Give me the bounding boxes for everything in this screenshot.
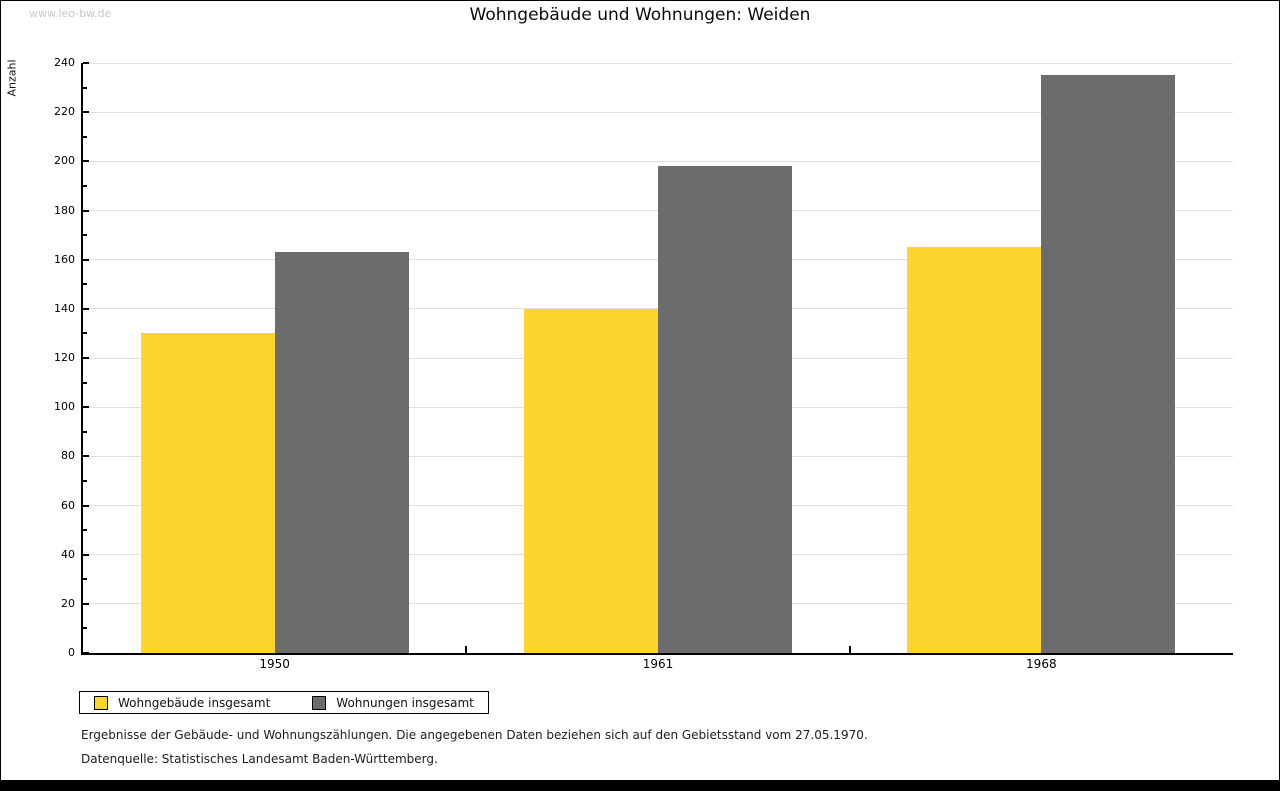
y-major-tick-20 — [83, 602, 89, 605]
chart-title: Wohngebäude und Wohnungen: Weiden — [469, 5, 811, 25]
y-tick-label-80: 80 — [61, 449, 75, 463]
y-minor-tick-110 — [83, 381, 87, 384]
x-category-label-1961: 1961 — [642, 657, 674, 671]
y-tick-label-60: 60 — [61, 498, 75, 512]
y-major-tick-120 — [83, 357, 89, 359]
y-major-tick-240 — [83, 62, 89, 64]
legend-label-wohngebaeude: Wohngebäude insgesamt — [118, 695, 271, 710]
y-minor-tick-10 — [83, 627, 87, 630]
y-tick-label-160: 160 — [54, 252, 75, 266]
bar-wohngebaeude-1961 — [524, 308, 658, 653]
legend-label-wohnungen: Wohnungen insgesamt — [336, 695, 474, 710]
y-minor-tick-190 — [83, 184, 87, 187]
bar-wohngebaeude-1968 — [907, 247, 1042, 653]
x-category-label-1950: 1950 — [259, 657, 290, 671]
gridline-y-240 — [83, 62, 1233, 64]
y-major-tick-220 — [83, 111, 89, 114]
y-minor-tick-30 — [83, 578, 87, 581]
x-category-label-1968: 1968 — [1026, 657, 1057, 671]
y-minor-tick-130 — [83, 332, 87, 335]
legend-entry-wohnungen: Wohnungen insgesamt — [312, 695, 474, 710]
watermark: www.leo-bw.de — [29, 7, 112, 20]
y-axis-title: Anzahl — [5, 59, 19, 97]
y-minor-tick-150 — [83, 283, 87, 286]
x-category-tick-1 — [465, 646, 468, 653]
footer-source: Datenquelle: Statistisches Landesamt Bad… — [81, 752, 438, 766]
legend-entry-wohngebaeude: Wohngebäude insgesamt — [94, 695, 271, 710]
y-minor-tick-50 — [83, 529, 87, 532]
plot-area — [81, 62, 1233, 655]
gridline-y-200 — [83, 160, 1233, 162]
y-tick-label-100: 100 — [54, 400, 75, 414]
footer-note: Ergebnisse der Gebäude- und Wohnungszähl… — [81, 728, 868, 742]
bar-wohnungen-1968 — [1041, 75, 1176, 653]
gridline-y-220 — [83, 111, 1233, 113]
y-minor-tick-210 — [83, 135, 87, 138]
legend-swatch-wohnungen — [312, 695, 327, 710]
y-minor-tick-170 — [83, 234, 87, 237]
y-tick-label-200: 200 — [54, 154, 75, 168]
bottom-border-bar — [1, 780, 1279, 790]
y-tick-label-180: 180 — [54, 203, 75, 217]
y-tick-label-120: 120 — [54, 351, 75, 364]
y-tick-label-40: 40 — [61, 547, 75, 561]
legend: Wohngebäude insgesamt Wohnungen insgesam… — [79, 691, 489, 714]
y-major-tick-40 — [83, 553, 89, 556]
y-tick-label-240: 240 — [54, 56, 75, 69]
y-major-tick-180 — [83, 209, 89, 212]
y-major-tick-0 — [83, 652, 89, 654]
y-major-tick-100 — [83, 406, 89, 409]
bar-wohngebaeude-1950 — [140, 333, 275, 653]
y-tick-label-140: 140 — [54, 301, 75, 315]
y-tick-label-20: 20 — [61, 596, 75, 610]
y-major-tick-60 — [83, 504, 89, 507]
y-tick-label-0: 0 — [68, 646, 75, 659]
y-major-tick-140 — [83, 307, 89, 310]
y-major-tick-80 — [83, 455, 89, 458]
legend-swatch-wohngebaeude — [94, 695, 108, 710]
x-category-tick-2 — [848, 646, 851, 653]
y-major-tick-160 — [83, 258, 89, 261]
y-tick-label-220: 220 — [54, 105, 75, 119]
y-minor-tick-230 — [83, 86, 87, 89]
y-minor-tick-90 — [83, 430, 87, 433]
bar-wohnungen-1961 — [658, 166, 792, 653]
bar-wohnungen-1950 — [274, 252, 409, 653]
y-minor-tick-70 — [83, 479, 87, 482]
y-major-tick-200 — [83, 160, 89, 163]
